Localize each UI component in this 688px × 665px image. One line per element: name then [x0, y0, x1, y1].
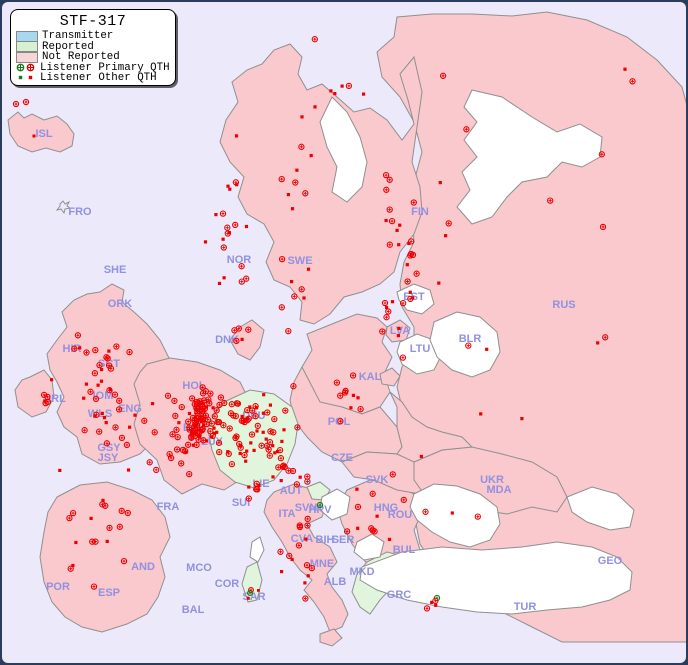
svg-text:MCO: MCO: [186, 562, 212, 574]
svg-text:LTU: LTU: [410, 343, 431, 355]
svg-text:FIN: FIN: [411, 206, 429, 218]
svg-text:FRA: FRA: [157, 501, 180, 513]
svg-text:DNK: DNK: [215, 334, 239, 346]
svg-text:ORK: ORK: [108, 298, 133, 310]
svg-text:MKD: MKD: [349, 566, 374, 578]
svg-text:POL: POL: [328, 416, 351, 428]
svg-text:SWE: SWE: [287, 255, 312, 267]
svg-text:CZE: CZE: [331, 452, 353, 464]
svg-text:WLS: WLS: [88, 408, 112, 420]
svg-text:ROU: ROU: [388, 509, 413, 521]
svg-text:ESP: ESP: [98, 587, 120, 599]
svg-text:COR: COR: [215, 578, 240, 590]
svg-text:TUR: TUR: [514, 601, 537, 613]
svg-text:BUL: BUL: [393, 544, 416, 556]
svg-text:AND: AND: [131, 561, 155, 573]
svg-text:MNE: MNE: [310, 558, 334, 570]
svg-text:BAL: BAL: [182, 604, 205, 616]
svg-text:NOR: NOR: [227, 254, 252, 266]
svg-text:GRC: GRC: [387, 589, 412, 601]
svg-text:ITA: ITA: [279, 508, 296, 520]
svg-text:RUS: RUS: [552, 299, 575, 311]
svg-text:GEO: GEO: [598, 555, 623, 567]
svg-text:POR: POR: [46, 581, 70, 593]
svg-text:CVA: CVA: [291, 533, 313, 545]
svg-text:SHE: SHE: [104, 264, 127, 276]
svg-text:SER: SER: [332, 534, 355, 546]
svg-text:KAL: KAL: [359, 371, 382, 383]
svg-text:SAR: SAR: [242, 591, 265, 603]
svg-text:ISL: ISL: [35, 128, 52, 140]
svg-text:SVK: SVK: [366, 474, 389, 486]
svg-text:ALB: ALB: [324, 576, 347, 588]
svg-text:IRL: IRL: [48, 393, 66, 405]
svg-text:JSY: JSY: [98, 452, 119, 464]
svg-text:MDA: MDA: [486, 484, 511, 496]
svg-text:AUT: AUT: [280, 485, 303, 497]
svg-text:FRO: FRO: [68, 206, 92, 218]
